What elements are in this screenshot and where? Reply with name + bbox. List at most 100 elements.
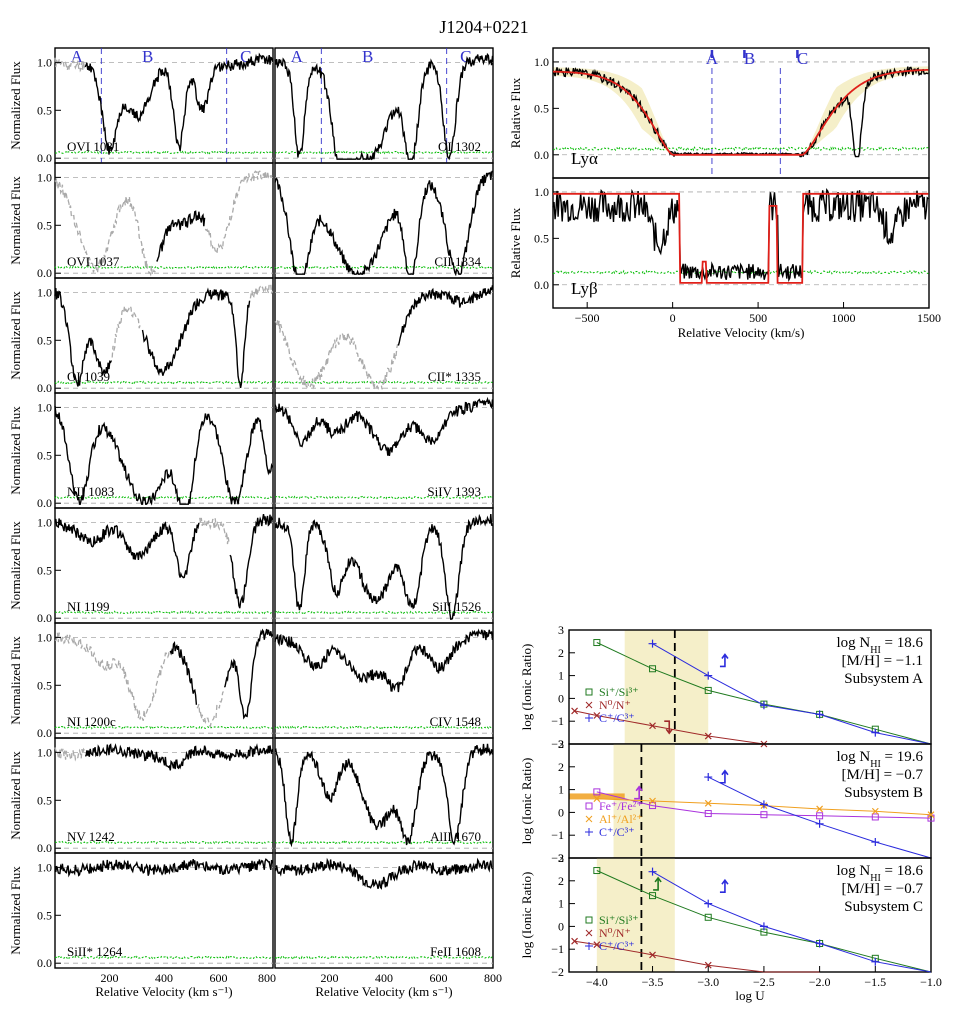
flux-spectrum (54, 858, 274, 878)
x-tick-label: 600 (210, 971, 228, 985)
y-tick-label: 1.0 (534, 185, 549, 199)
legend-label: C⁺/C³⁺ (599, 825, 635, 839)
transition-label: NV 1242 (67, 829, 115, 844)
legend-marker (585, 916, 593, 924)
model-point (593, 941, 601, 949)
model-point (815, 819, 824, 828)
legend-label: C⁺/C³⁺ (599, 711, 635, 725)
title-text: log N (836, 749, 870, 765)
legend-marker (585, 815, 593, 823)
lyman-panels: A B C Lyα 0.0 0.5 1.0 Relative Flux Lyβ 0.0 0.5 1.0… (508, 47, 941, 340)
transition-label: CIV 1548 (430, 714, 481, 729)
transition-label: FeII 1608 (430, 944, 481, 959)
x-tick-label: 200 (101, 971, 119, 985)
y-tick-label: 0.0 (37, 956, 52, 970)
title-text: log N (836, 863, 870, 879)
y-tick-label: 1.0 (37, 400, 52, 414)
y-axis-label: Normalized Flux (8, 406, 23, 495)
y-axis-label: Normalized Flux (8, 61, 23, 150)
y-tick-label: 0.5 (37, 678, 52, 692)
flux-spectrum (169, 641, 198, 705)
model-point (927, 811, 935, 819)
model-panel: Si⁺/Si³⁺N⁰/N⁺C⁺/C³⁺log NHI = 18.6[M/H] =… (519, 623, 932, 751)
line-label: Lyα (571, 149, 598, 168)
y-axis-label: Normalized Flux (8, 176, 23, 265)
title-text: = 19.6 (881, 749, 924, 765)
y-tick-label: 0.0 (37, 841, 52, 855)
error-spectrum (274, 955, 493, 960)
x-axis-label: Relative Velocity (km/s) (678, 325, 805, 340)
model-point (704, 899, 713, 908)
title-text: = 18.6 (881, 863, 924, 879)
lyman-panel: Lyβ 0.0 0.5 1.0 Relative Flux −500 0 500 1000 150… (508, 177, 941, 340)
flux-spectrum (552, 187, 929, 283)
transition-label: NII 1083 (67, 484, 114, 499)
spectrum-panel: SiII 1526 (274, 507, 494, 624)
transition-label: AlII 1670 (430, 829, 481, 844)
y-tick-label: 1.0 (37, 745, 52, 759)
y-tick-label: 0.0 (37, 151, 52, 165)
model-point (816, 812, 824, 820)
model-curve (652, 643, 932, 745)
x-tick-label: −1.5 (864, 975, 886, 989)
component-label: C (797, 49, 808, 68)
y-tick-label: 0.5 (37, 448, 52, 462)
x-axis-label: log U (735, 988, 765, 1003)
legend-label: Si⁺/Si³⁺ (599, 913, 639, 927)
model-point (704, 686, 712, 694)
legend-marker (585, 942, 593, 950)
model-point (759, 701, 768, 710)
error-spectrum (552, 146, 929, 152)
flux-spectrum (274, 743, 494, 848)
y-tick-label: 0.0 (534, 278, 549, 292)
flux-spectrum (274, 170, 494, 277)
error-spectrum (54, 840, 273, 845)
y-tick-label: 1 (558, 897, 564, 911)
flux-spectrum (84, 743, 274, 771)
title-subscript: HI (870, 873, 881, 884)
x-tick-label: −1.0 (920, 975, 942, 989)
flux-spectrum (141, 287, 251, 389)
limit-arrow (719, 653, 729, 668)
legend-label: Al⁺/Al²⁺ (599, 812, 643, 826)
voigt-fit (553, 192, 929, 284)
y-tick-label: 0.0 (534, 148, 549, 162)
flux-spectrum (397, 285, 494, 346)
transition-label: CII 1334 (434, 254, 481, 269)
panel-frame (568, 857, 932, 973)
y-tick-label: 1.0 (37, 515, 52, 529)
y-tick-label: 0.0 (37, 496, 52, 510)
error-spectrum (274, 150, 493, 155)
legend-marker (585, 701, 593, 709)
masked-spectrum (249, 283, 274, 299)
panel-frame (552, 177, 930, 309)
y-axis-label: Relative Flux (508, 207, 523, 278)
flux-spectrum (274, 628, 494, 693)
y-tick-label: 1.0 (534, 55, 549, 69)
masked-spectrum (274, 320, 399, 391)
model-point (704, 732, 712, 740)
model-curve (596, 791, 932, 819)
flux-spectrum (54, 518, 200, 579)
error-spectrum (54, 955, 273, 960)
y-tick-label: 0.5 (37, 563, 52, 577)
transition-label: SiIV 1393 (427, 484, 481, 499)
model-point (593, 712, 601, 719)
transition-label: SiII 1526 (432, 599, 481, 614)
x-tick-label: −3.0 (697, 975, 719, 989)
spectrum-panel: OI 1039 0.0 0.5 1.0 Normalized Flux (8, 277, 274, 395)
masked-spectrum (54, 632, 171, 721)
model-point (704, 671, 713, 680)
model-point (871, 838, 880, 847)
masked-spectrum (204, 170, 273, 255)
metallicity-label: [M/H] = −0.7 (842, 881, 924, 897)
model-point (571, 707, 578, 715)
y-tick-label: 0.5 (534, 101, 549, 115)
model-curve (652, 871, 932, 973)
panel-frame (54, 852, 274, 969)
subsystem-label: Subsystem B (844, 785, 923, 801)
legend-label: Fe⁺/Fe²⁺ (599, 799, 643, 813)
model-point (871, 957, 880, 966)
spectrum-panel: CII 1334 (274, 162, 494, 279)
